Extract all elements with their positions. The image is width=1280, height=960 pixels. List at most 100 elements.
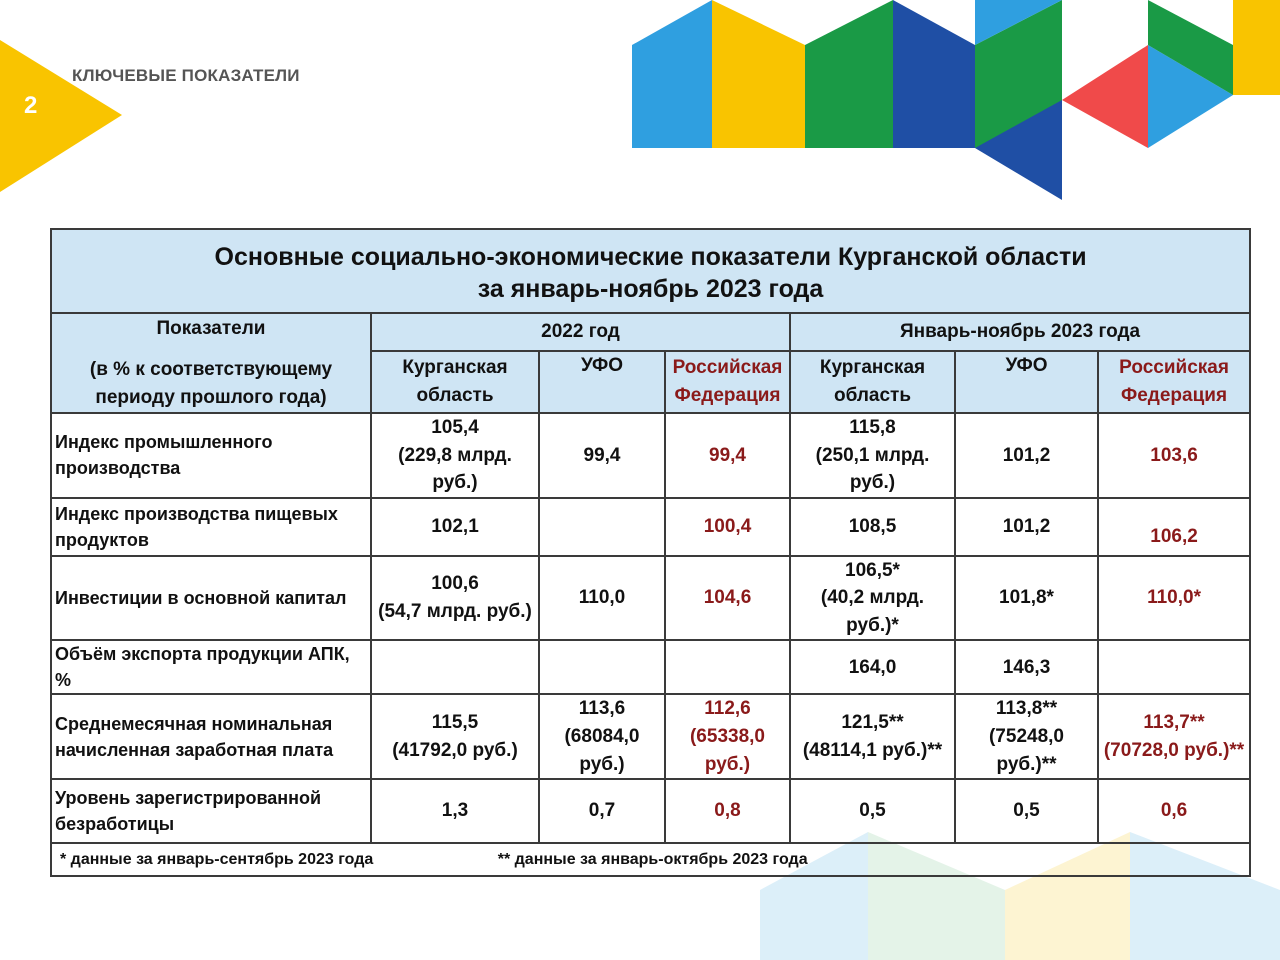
col-rf-2022: Российская Федерация bbox=[664, 350, 791, 414]
cell-rf-2022: 99,4 bbox=[664, 412, 791, 499]
table-row: Среднемесячная номинальная начисленная з… bbox=[50, 693, 1252, 781]
table-row: Индекс производства пищевых продуктов 10… bbox=[50, 496, 1252, 557]
cell-kurgan-2022 bbox=[370, 639, 540, 696]
yellow-triangle-left bbox=[0, 40, 122, 192]
cell-note: (65338,0 руб.) bbox=[689, 726, 765, 775]
cell-ufo-2022 bbox=[538, 639, 666, 696]
cell-ufo-2022: 110,0 bbox=[538, 554, 666, 642]
cell-note: (250,1 млрд. руб.) bbox=[815, 444, 930, 494]
cell-ufo-2022 bbox=[538, 496, 666, 557]
cell-note: (229,8 млрд. руб.) bbox=[398, 444, 512, 494]
cell-rf-2023: 106,2 bbox=[1096, 496, 1252, 557]
indicator-header-line2: (в % к соответствующему периоду прошлого… bbox=[89, 359, 333, 408]
cell-note: (40,2 млрд. руб.)* bbox=[820, 587, 925, 636]
table-row: Индекс промышленного производства 105,4 … bbox=[50, 412, 1252, 499]
row-name: Среднемесячная номинальная начисленная з… bbox=[50, 693, 372, 781]
cell-ufo-2023: 101,8* bbox=[954, 554, 1099, 642]
deco-yellow-2 bbox=[1233, 0, 1280, 95]
deco-red-1 bbox=[1062, 45, 1148, 148]
cell-kurgan-2022: 115,5 (41792,0 руб.) bbox=[370, 693, 540, 781]
deco-darkblue-1 bbox=[893, 0, 975, 148]
row-name: Уровень зарегистрированной безработицы bbox=[50, 778, 372, 845]
cell-note: (75248,0 руб.)** bbox=[988, 726, 1064, 775]
cell-ufo-2023: 113,8** (75248,0 руб.)** bbox=[954, 693, 1099, 781]
footnote-2: ** данные за январь-октябрь 2023 года bbox=[497, 851, 808, 869]
deco-darkblue-2 bbox=[975, 100, 1062, 200]
cell-note: (68084,0 руб.) bbox=[564, 726, 640, 775]
table-title: Основные социально-экономические показат… bbox=[49, 228, 1252, 314]
period-2022-header: 2022 год bbox=[370, 312, 791, 352]
cell-value: 112,6 bbox=[704, 698, 751, 720]
cell-note: (48114,1 руб.)** bbox=[802, 739, 943, 761]
period-2023-header: Январь-ноябрь 2023 года bbox=[788, 312, 1252, 352]
cell-rf-2023: 103,6 bbox=[1096, 412, 1252, 499]
cell-rf-2022: 104,6 bbox=[664, 554, 791, 642]
cell-value: 106,5* bbox=[845, 559, 900, 581]
deco-blue-2 bbox=[1148, 45, 1233, 148]
deco-blue-1 bbox=[632, 0, 712, 148]
row-name: Индекс промышленного производства bbox=[50, 412, 372, 499]
cell-ufo-2022: 0,7 bbox=[538, 778, 666, 845]
deco-green-2 bbox=[975, 0, 1062, 148]
cell-ufo-2023: 101,2 bbox=[954, 412, 1099, 499]
col-ufo-2022: УФО bbox=[538, 350, 666, 414]
table-title-line1: Основные социально-экономические показат… bbox=[214, 242, 1087, 271]
deco-green-1 bbox=[805, 0, 893, 148]
row-name: Инвестиции в основной капитал bbox=[50, 554, 372, 642]
cell-value: 115,8 bbox=[849, 417, 896, 438]
cell-kurgan-2022: 105,4 (229,8 млрд. руб.) bbox=[370, 412, 540, 499]
cell-ufo-2023: 0,5 bbox=[954, 778, 1099, 845]
deco-blue-3 bbox=[975, 0, 1062, 45]
cell-kurgan-2022: 100,6 (54,7 млрд. руб.) bbox=[370, 554, 540, 642]
cell-value: 105,4 bbox=[431, 417, 479, 438]
cell-rf-2022: 100,4 bbox=[664, 496, 791, 557]
section-title: КЛЮЧЕВЫЕ ПОКАЗАТЕЛИ bbox=[72, 66, 300, 85]
cell-kurgan-2023: 0,5 bbox=[789, 778, 956, 845]
cell-rf-2022: 112,6 (65338,0 руб.) bbox=[664, 693, 791, 781]
cell-kurgan-2023: 115,8 (250,1 млрд. руб.) bbox=[789, 412, 956, 499]
col-kurgan-2022: Курганская область bbox=[370, 350, 540, 414]
row-name: Индекс производства пищевых продуктов bbox=[50, 496, 372, 557]
cell-kurgan-2023: 108,5 bbox=[789, 496, 956, 557]
cell-ufo-2022: 113,6 (68084,0 руб.) bbox=[538, 693, 666, 781]
slide-number: 2 bbox=[24, 92, 38, 119]
cell-kurgan-2022: 1,3 bbox=[370, 778, 540, 845]
cell-note: (41792,0 руб.) bbox=[392, 739, 518, 761]
table-footnotes: * данные за январь-сентябрь 2023 года **… bbox=[49, 842, 1252, 878]
indicators-table: Основные социально-экономические показат… bbox=[49, 228, 1252, 878]
table-title-line2: за январь-ноябрь 2023 года bbox=[477, 275, 824, 303]
deco-yellow-1 bbox=[712, 0, 805, 148]
cell-kurgan-2023: 164,0 bbox=[789, 639, 956, 696]
cell-rf-2023: 0,6 bbox=[1096, 778, 1252, 845]
cell-kurgan-2022: 102,1 bbox=[370, 496, 540, 557]
table-row: Объём экспорта продукции АПК, % 164,0 14… bbox=[50, 639, 1252, 696]
cell-value: 113,8** bbox=[995, 698, 1058, 720]
indicator-header: Показатели (в % к соответствующему перио… bbox=[50, 312, 372, 414]
col-ufo-2023: УФО bbox=[954, 350, 1099, 414]
cell-ufo-2022: 99,4 bbox=[538, 412, 666, 499]
indicator-header-line1: Показатели bbox=[156, 317, 266, 339]
cell-kurgan-2023: 106,5* (40,2 млрд. руб.)* bbox=[789, 554, 956, 642]
footnote-1: * данные за январь-сентябрь 2023 года bbox=[60, 851, 374, 869]
cell-value: 115,5 bbox=[431, 712, 479, 734]
cell-rf-2022 bbox=[664, 639, 791, 696]
cell-rf-2023: 113,7** (70728,0 руб.)** bbox=[1096, 693, 1252, 781]
cell-note: (54,7 млрд. руб.) bbox=[378, 600, 532, 622]
table-row: Инвестиции в основной капитал 100,6 (54,… bbox=[50, 554, 1252, 642]
cell-rf-2022: 0,8 bbox=[664, 778, 791, 845]
col-kurgan-2023: Курганская область bbox=[789, 350, 956, 414]
cell-rf-2023 bbox=[1096, 639, 1252, 696]
col-rf-2023: Российская Федерация bbox=[1096, 350, 1252, 414]
deco-green-3 bbox=[1148, 0, 1233, 95]
cell-value: 113,6 bbox=[578, 698, 626, 720]
row-name: Объём экспорта продукции АПК, % bbox=[50, 639, 372, 696]
cell-value: 100,6 bbox=[431, 573, 479, 595]
cell-value: 113,7** bbox=[1143, 712, 1205, 734]
cell-value: 121,5** bbox=[841, 712, 904, 734]
cell-ufo-2023: 146,3 bbox=[954, 639, 1099, 696]
cell-kurgan-2023: 121,5** (48114,1 руб.)** bbox=[789, 693, 956, 781]
table-row: Уровень зарегистрированной безработицы 1… bbox=[50, 778, 1252, 845]
cell-note: (70728,0 руб.)** bbox=[1103, 739, 1245, 761]
cell-ufo-2023: 101,2 bbox=[954, 496, 1099, 557]
cell-rf-2023: 110,0* bbox=[1096, 554, 1252, 642]
